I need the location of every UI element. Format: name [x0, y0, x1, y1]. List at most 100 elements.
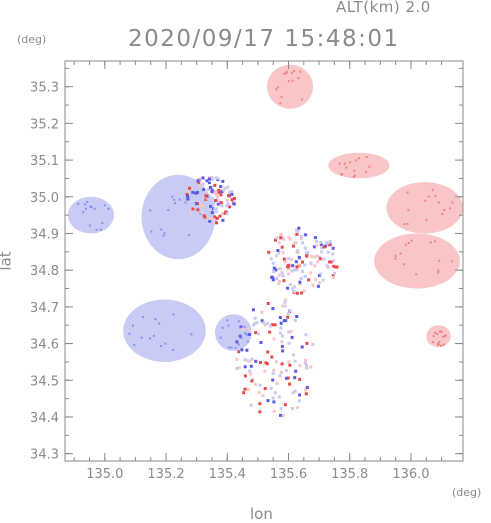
echo-blob: [328, 152, 390, 179]
echo-pixel: [300, 345, 304, 349]
echo-pixel: [261, 394, 265, 398]
echo-pixel: [272, 337, 276, 341]
echo-pixel: [309, 261, 313, 265]
echo-pixel: [196, 194, 200, 198]
echo-pixel: [242, 391, 246, 395]
echo-pixel: [440, 330, 443, 333]
echo-pixel: [254, 382, 257, 386]
echo-pixel: [451, 201, 454, 204]
echo-pixel: [238, 366, 241, 370]
echo-pixel: [272, 409, 276, 413]
echo-pixel: [149, 337, 151, 340]
echo-pixel: [288, 309, 292, 312]
echo-pixel: [274, 238, 277, 242]
echo-pixel: [365, 171, 368, 173]
echo-pixel: [284, 319, 288, 323]
echo-pixel: [235, 340, 239, 344]
echo-pixel: [442, 343, 445, 346]
echo-pixel: [320, 246, 324, 250]
echo-pixel: [331, 273, 335, 277]
echo-pixel: [194, 202, 198, 206]
echo-pixel: [431, 189, 434, 192]
echo-pixel: [184, 201, 187, 204]
echo-pixel: [221, 326, 224, 329]
echo-pixel: [277, 279, 281, 283]
echo-pixel: [319, 241, 323, 244]
echo-pixel: [293, 359, 297, 363]
echo-pixel: [266, 302, 270, 305]
echo-pixel: [272, 400, 276, 404]
echo-pixel: [253, 321, 257, 325]
echo-pixel: [295, 265, 299, 269]
echo-pixel: [274, 254, 278, 258]
echo-pixel: [297, 399, 301, 403]
echo-pixel: [291, 71, 294, 74]
echo-pixel: [283, 304, 287, 308]
echo-pixel: [240, 327, 244, 331]
echo-pixel: [277, 282, 281, 286]
echo-pixel: [300, 270, 304, 273]
echo-pixel: [172, 313, 175, 316]
echo-pixel: [441, 212, 444, 215]
echo-pixel: [275, 381, 279, 385]
echo-pixel: [296, 229, 300, 233]
echo-pixel: [208, 194, 211, 198]
echo-pixel: [293, 319, 297, 322]
echo-pixel: [219, 193, 223, 197]
echo-pixel: [284, 376, 288, 380]
echo-pixel: [197, 184, 201, 188]
echo-pixel: [246, 340, 249, 343]
echo-pixel: [278, 374, 282, 378]
echo-pixel: [103, 204, 106, 207]
echo-pixel: [297, 255, 301, 259]
echo-pixel: [189, 211, 193, 215]
echo-pixel: [195, 199, 199, 203]
echo-pixel: [287, 257, 291, 260]
echo-region-positive: [374, 233, 460, 289]
echo-pixel: [335, 265, 339, 269]
echo-pixel: [260, 319, 264, 323]
echo-pixel: [434, 194, 437, 197]
echo-pixel: [243, 325, 246, 328]
echo-pixel: [160, 345, 163, 347]
echo-pixel: [278, 267, 282, 271]
echo-pixel: [296, 263, 300, 267]
echo-pixel: [295, 406, 299, 409]
echo-pixel: [163, 232, 166, 235]
echo-pixel: [215, 210, 219, 214]
echo-pixel: [101, 222, 104, 224]
echo-pixel: [212, 202, 216, 206]
echo-pixel: [282, 257, 286, 261]
echo-pixel: [288, 283, 292, 287]
echo-pixel: [402, 263, 405, 266]
echo-pixel: [255, 321, 259, 325]
echo-pixel: [309, 365, 313, 369]
echo-blob: [123, 299, 206, 362]
echo-pixel: [279, 407, 283, 411]
echo-pixel: [88, 224, 91, 227]
echo-pixel: [220, 190, 224, 194]
echo-pixel: [266, 350, 270, 354]
echo-pixel: [196, 190, 199, 194]
echo-region-negative: [123, 299, 206, 362]
echo-pixel: [425, 218, 428, 221]
echo-pixel: [239, 325, 243, 329]
echo-region-positive: [328, 152, 390, 179]
echo-pixel: [264, 361, 268, 365]
echo-pixel: [280, 96, 283, 99]
x-tick-label: 135.2: [147, 467, 184, 482]
y-tick-label: 34.5: [30, 374, 59, 389]
echo-pixel: [225, 212, 229, 216]
echo-pixel: [199, 204, 203, 208]
echo-pixel: [243, 365, 247, 369]
echo-pixel: [99, 228, 102, 231]
echo-pixel: [248, 369, 252, 373]
echo-pixel: [288, 363, 292, 367]
echo-pixel: [272, 266, 276, 270]
echo-pixel: [287, 341, 291, 345]
echo-pixel: [227, 324, 230, 327]
echo-pixel: [249, 372, 253, 376]
echo-pixel: [286, 376, 290, 380]
echo-region-positive: [386, 182, 463, 234]
echo-pixel: [149, 209, 152, 212]
